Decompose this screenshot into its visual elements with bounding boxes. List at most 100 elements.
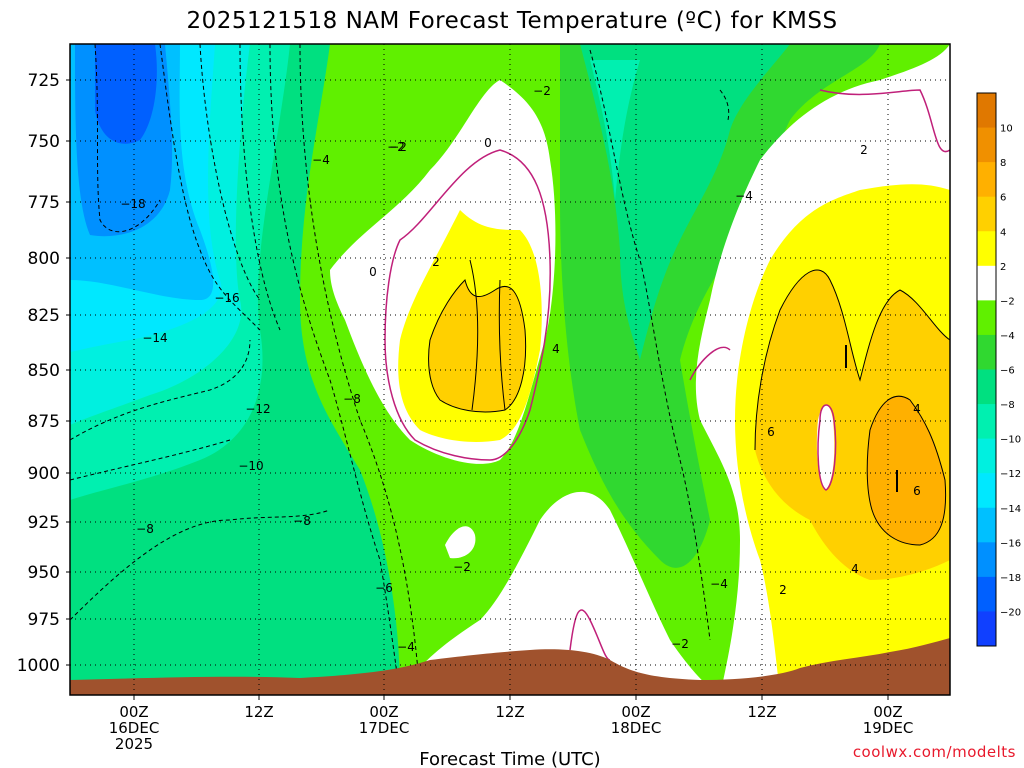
colorbar-swatch: [977, 473, 996, 509]
contour-label: 4: [552, 342, 560, 356]
colorbar-label: 2: [1000, 262, 1006, 273]
contour-label: −2: [671, 637, 689, 651]
contour-label: −4: [710, 577, 728, 591]
colorbar-swatch: [977, 507, 996, 543]
contour-label: −4: [312, 153, 330, 167]
terrain: [70, 638, 950, 695]
region-minus20: [95, 44, 157, 144]
colorbar-swatch: [977, 265, 996, 301]
x-axis-label: Forecast Time (UTC): [419, 749, 600, 768]
contour-label: 4: [913, 402, 921, 416]
x-tick-label: 00Z: [119, 703, 148, 721]
contour-label: −14: [142, 331, 167, 345]
colorbar-swatch: [977, 127, 996, 163]
colorbar: 10 8 6 4 2 −2 −4 −6 −8 −10 −12 −14 −16 −18 −20: [976, 92, 1021, 647]
contour-label: 2: [432, 255, 440, 269]
x-tick-label: 2025: [115, 735, 153, 753]
colorbar-label: −12: [1000, 469, 1021, 480]
region-right-plus6: [867, 396, 946, 545]
colorbar-label: −8: [1000, 400, 1015, 411]
contour-label: 2: [779, 583, 787, 597]
x-tick-label: 12Z: [244, 703, 273, 721]
contour-label: −18: [120, 197, 145, 211]
y-tick-label: 875: [28, 412, 60, 432]
x-tick-label: 00Z: [621, 703, 650, 721]
contour-label: 0: [369, 265, 377, 279]
contour-label: −4: [397, 640, 415, 654]
y-tick-label: 850: [28, 361, 60, 381]
contour-label: −2: [389, 140, 407, 154]
contour-label: −16: [214, 291, 239, 305]
y-tick-label: 775: [28, 193, 60, 213]
y-tick-label: 825: [28, 306, 60, 326]
x-tick-label: 16DEC: [109, 719, 160, 737]
y-tick-label: 725: [28, 71, 60, 91]
contour-label: −8: [343, 392, 361, 406]
colorbar-swatch: [977, 611, 996, 647]
colorbar-label: 6: [1000, 193, 1006, 204]
colorbar-swatch: [977, 404, 996, 440]
x-tick-label: 00Z: [369, 703, 398, 721]
gridlines: [70, 44, 950, 695]
contour-label: 4: [851, 562, 859, 576]
zero-contours: [384, 89, 950, 661]
x-tick-label: 12Z: [495, 703, 524, 721]
colorbar-label: −20: [1000, 607, 1021, 618]
contour-label: 6: [913, 484, 921, 498]
colorbar-label: 8: [1000, 158, 1006, 169]
y-tick-label: 800: [28, 249, 60, 269]
x-tick-label: 12Z: [747, 703, 776, 721]
contour-label: −4: [735, 189, 753, 203]
positive-contours: [428, 259, 950, 546]
credit-text: coolwx.com/modelts: [853, 743, 1016, 761]
contour-labels: −2 0 −4 −2 −18 2 0 −16 −14 4 −12 −8 −10 6 −8 −8 −2 −6 −4 −2…: [120, 84, 920, 654]
colorbar-swatch: [977, 542, 996, 578]
y-tick-label: 900: [28, 464, 60, 484]
colorbar-frame: [976, 92, 997, 647]
y-tick-label: 750: [28, 132, 60, 152]
colorbar-swatch: [977, 300, 996, 336]
colorbar-swatch: [977, 162, 996, 198]
region-warm-low: [400, 491, 720, 695]
y-tick-label: 975: [28, 610, 60, 630]
x-tick-label: 18DEC: [611, 719, 662, 737]
colorbar-label: −6: [1000, 366, 1015, 377]
contour-label: −8: [136, 522, 154, 536]
colorbar-swatch: [977, 369, 996, 405]
y-tick-label: 925: [28, 513, 60, 533]
negative-contours: [70, 44, 730, 695]
colorbar-label: −16: [1000, 538, 1021, 549]
colorbar-label: −18: [1000, 573, 1021, 584]
colorbar-label: −14: [1000, 504, 1021, 515]
contour-label: −2: [533, 84, 551, 98]
x-tick-label: 19DEC: [863, 719, 914, 737]
colorbar-label: −10: [1000, 435, 1021, 446]
region-right-white-pocket: [816, 405, 835, 490]
contour-label: −6: [375, 581, 393, 595]
contour-label: 6: [767, 425, 775, 439]
colorbar-swatch: [977, 93, 996, 129]
contour-label: −2: [453, 560, 471, 574]
colorbar-label: −2: [1000, 296, 1015, 307]
contour-label: 2: [860, 143, 868, 157]
region-mid-minus10: [590, 60, 640, 200]
colorbar-label: 4: [1000, 227, 1006, 238]
colorbar-label: −4: [1000, 331, 1015, 342]
colorbar-swatch: [977, 438, 996, 474]
colorbar-swatch: [977, 196, 996, 232]
colorbar-label: 10: [1000, 124, 1013, 135]
contour-label: −8: [293, 514, 311, 528]
y-tick-label: 950: [28, 563, 60, 583]
contour-label: −10: [238, 459, 263, 473]
region-warm-blob: [445, 526, 476, 559]
colorbar-swatch: [977, 576, 996, 612]
colorbar-swatch: [977, 231, 996, 267]
x-tick-label: 17DEC: [359, 719, 410, 737]
contour-label: −2: [387, 140, 405, 154]
contour-label: −12: [245, 402, 270, 416]
plot-area: [70, 44, 950, 695]
y-axis: 725 750 775 800 825 850 875 900 925 950 975 1000: [17, 71, 70, 676]
chart-title: 2025121518 NAM Forecast Temperature (ºC)…: [186, 8, 837, 34]
